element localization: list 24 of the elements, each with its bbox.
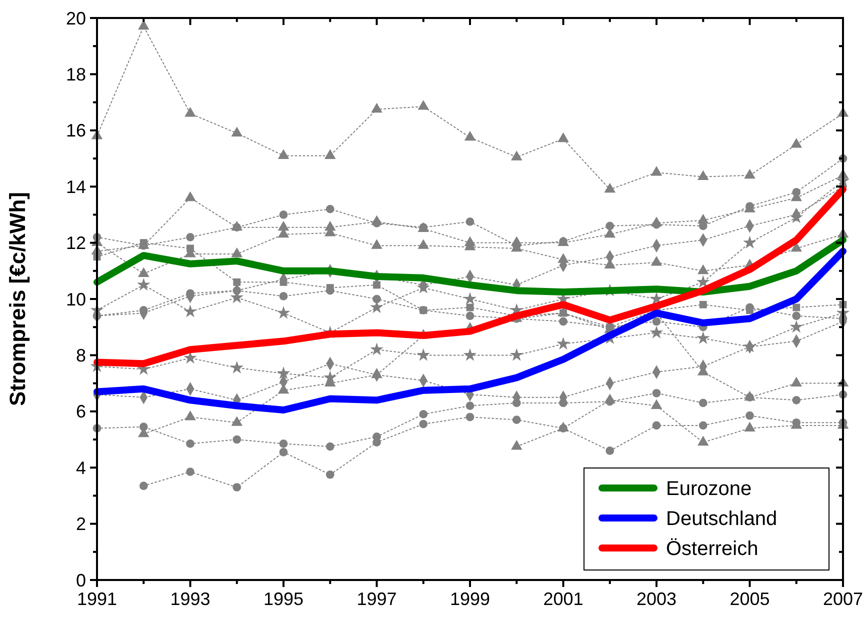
y-tick-label: 0 xyxy=(76,570,86,590)
y-tick-label: 6 xyxy=(76,402,86,422)
y-tick-label: 16 xyxy=(66,120,86,141)
legend-label: Eurozone xyxy=(666,478,752,500)
y-tick-label: 10 xyxy=(66,289,86,310)
y-tick-label: 12 xyxy=(66,233,86,254)
y-tick-label: 2 xyxy=(76,514,86,534)
x-tick-label: 1995 xyxy=(263,589,304,609)
y-axis-title: Strompreis [€c/kWh] xyxy=(5,192,30,406)
legend-label: Österreich xyxy=(666,538,758,560)
x-tick-label: 2007 xyxy=(822,589,864,609)
y-tick-label: 18 xyxy=(66,64,86,84)
legend-label: Deutschland xyxy=(666,508,778,530)
x-tick-label: 1993 xyxy=(170,589,210,609)
x-tick-label: 2003 xyxy=(636,589,677,609)
y-tick-label: 8 xyxy=(76,346,86,366)
x-tick-label: 1999 xyxy=(450,589,490,609)
x-tick-label: 2005 xyxy=(730,589,770,609)
y-tick-label: 20 xyxy=(66,8,86,28)
x-tick-label: 1991 xyxy=(76,589,118,609)
y-tick-label: 4 xyxy=(76,458,86,478)
x-tick-label: 2001 xyxy=(543,589,584,609)
x-tick-label: 1997 xyxy=(356,589,397,609)
y-tick-label: 14 xyxy=(66,176,86,197)
